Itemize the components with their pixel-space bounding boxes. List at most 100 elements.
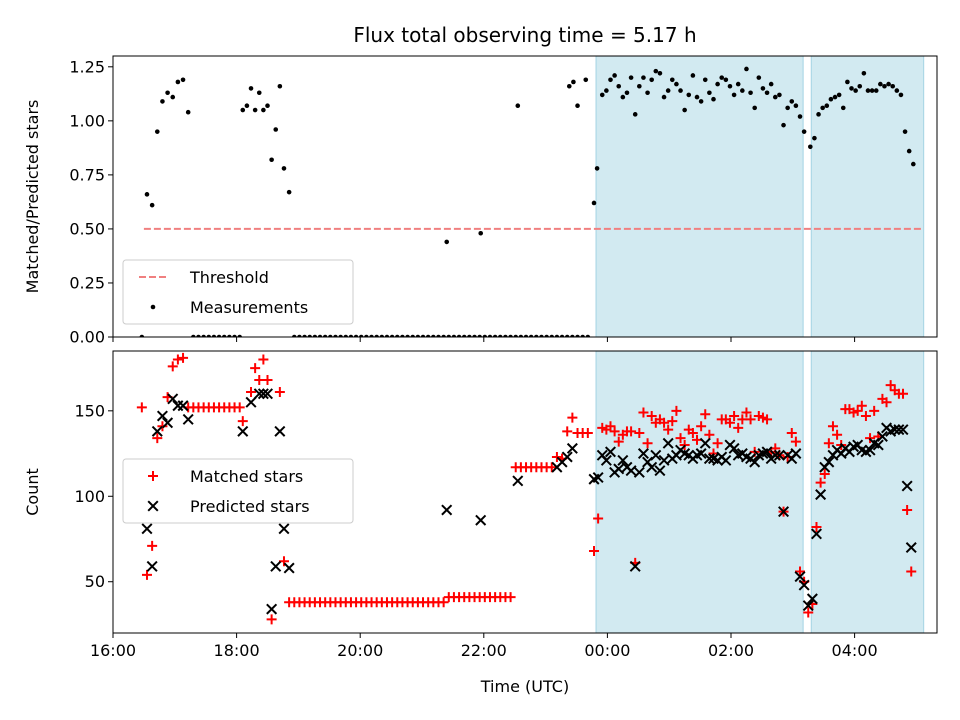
matched-point (638, 407, 649, 418)
predicted-point (283, 562, 295, 574)
measurement-point (744, 66, 749, 72)
measurement-point (139, 334, 145, 337)
y-tick-label: 0.50 (69, 219, 105, 238)
matched-point (663, 424, 674, 435)
legend: Matched stars Predicted stars (122, 458, 354, 524)
measurement-point (503, 334, 508, 337)
series-predicted-stars (141, 388, 917, 615)
measurement-point (232, 334, 237, 337)
measurement-point (191, 334, 196, 337)
measurement-point (604, 88, 609, 93)
measurement-point (801, 129, 807, 134)
measurement-point (886, 81, 891, 87)
measurement-point (599, 92, 605, 98)
measurement-point (628, 75, 634, 80)
x-tick-label: 22:00 (461, 641, 507, 660)
shaded-interval-1 (595, 351, 804, 633)
x-tick-label: 20:00 (337, 641, 383, 660)
predicted-point (475, 514, 487, 526)
measurement-point (849, 86, 854, 91)
legend-box (122, 458, 354, 524)
legend-label: Predicted stars (190, 497, 310, 516)
matched-point (605, 421, 616, 432)
measurement-point (261, 107, 266, 113)
plot-area (139, 56, 925, 337)
matched-point (546, 462, 557, 473)
measurement-point (252, 107, 258, 113)
measurement-point (882, 83, 887, 89)
measurement-point (902, 129, 908, 134)
series-measurements (139, 66, 916, 337)
measurement-point (612, 73, 617, 78)
measurement-point (160, 99, 165, 104)
measurement-point (461, 334, 467, 337)
measurement-point (415, 334, 421, 337)
measurement-point (482, 334, 488, 337)
matched-point (262, 375, 273, 386)
y-tick-label: 100 (74, 487, 105, 506)
measurement-point (539, 334, 544, 337)
measurement-point (808, 144, 813, 150)
matched-point (274, 387, 285, 398)
measurement-point (549, 334, 555, 337)
measurement-point (857, 83, 863, 89)
matched-point (712, 438, 723, 449)
matched-point (562, 426, 573, 437)
measurement-point (793, 103, 799, 109)
predicted-point (790, 448, 802, 460)
predicted-point (720, 454, 732, 466)
measurement-point (185, 109, 191, 115)
y-tick-label: 150 (74, 401, 105, 420)
matched-point (724, 417, 735, 428)
matched-point (696, 421, 707, 432)
measurement-point (840, 105, 846, 111)
predicted-point (695, 448, 707, 460)
ratio-panel: 0.00 0.25 0.50 0.75 1.00 1.25 Matched/Predicte… (23, 23, 938, 347)
measurement-point (384, 334, 390, 337)
measurement-point (723, 77, 729, 83)
predicted-point (872, 439, 884, 451)
measurement-point (248, 86, 254, 91)
predicted-point (798, 579, 810, 591)
matched-point (646, 410, 657, 421)
measurement-point (369, 334, 374, 337)
measurement-point (273, 127, 279, 132)
matched-point (642, 438, 653, 449)
measurement-point (477, 334, 482, 337)
matched-point (675, 433, 686, 444)
measurement-point (682, 107, 687, 113)
shaded-interval-2 (810, 56, 925, 337)
measurement-point (240, 107, 246, 113)
shaded-interval-1 (595, 56, 804, 337)
measurement-point (297, 334, 302, 337)
measurement-point (446, 334, 452, 337)
chart-title: Flux total observing time = 5.17 h (353, 23, 696, 47)
measurement-point (244, 103, 250, 109)
measurement-point (227, 334, 232, 337)
measurement-point (312, 334, 318, 337)
predicted-point (658, 454, 670, 466)
measurement-point (389, 334, 395, 337)
measurement-point (180, 77, 186, 83)
legend-box (122, 259, 354, 325)
matched-point (152, 433, 163, 444)
measurement-point (467, 334, 472, 337)
measurement-point (731, 92, 737, 98)
shaded-interval-2 (810, 351, 925, 633)
measurement-point (661, 94, 667, 100)
measurement-point (711, 96, 716, 102)
predicted-point (802, 600, 814, 612)
measurement-point (333, 334, 338, 337)
measurement-point (624, 90, 630, 96)
legend-label: Matched stars (190, 467, 303, 486)
measurement-point (492, 334, 498, 337)
measurement-point (756, 75, 762, 80)
measurement-point (740, 88, 745, 93)
measurement-point (832, 94, 838, 100)
predicted-point (806, 593, 818, 605)
measurement-point (620, 94, 626, 100)
matched-point (856, 400, 867, 411)
legend-label: Measurements (190, 298, 308, 317)
predicted-point (778, 506, 790, 518)
predicted-point (893, 424, 905, 436)
